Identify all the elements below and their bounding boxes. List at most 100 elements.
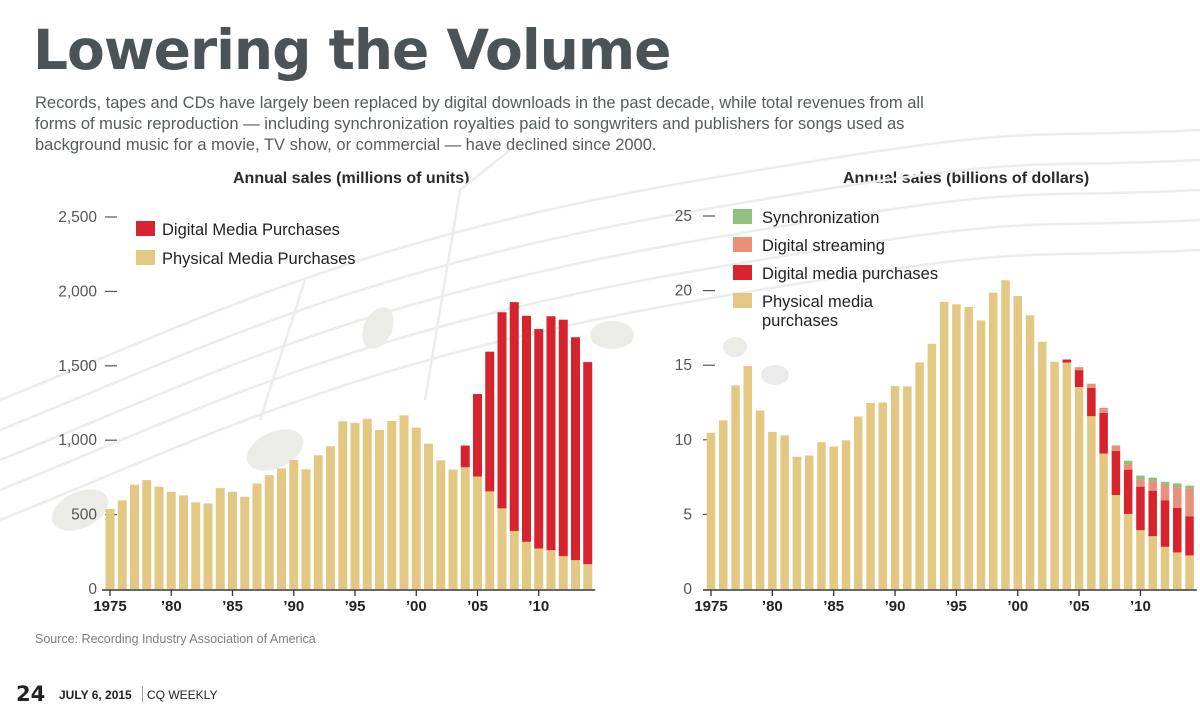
bar-sync-2012 [1160,481,1170,486]
y-tick-label: 0 [683,581,692,598]
bar-physical-1976 [117,500,127,589]
publication-name: CQ WEEKLY [147,688,218,702]
y-tick-label: 10 [675,432,693,449]
bar-physical-1993 [927,343,937,589]
legend-swatch-digital [733,265,752,280]
bar-physical-1986 [240,496,250,589]
bar-physical-2010 [534,548,544,589]
bar-physical-2013 [571,560,580,589]
bar-physical-1980 [166,491,176,589]
bar-physical-2003 [448,469,458,589]
x-tick-label: ’85 [823,598,844,615]
bar-physical-2001 [1025,315,1035,589]
bar-physical-1990 [289,459,299,589]
left-chart-title: Annual sales (millions of units) [233,170,470,187]
bar-digital-2010 [1136,486,1145,531]
x-tick-label: 1975 [93,598,126,615]
bar-physical-1987 [853,416,863,589]
bar-physical-2001 [424,443,433,589]
bar-physical-1978 [142,480,152,589]
x-tick-label: ’10 [528,598,549,615]
y-tick-label: 1,000 [58,432,97,449]
bar-physical-2002 [436,460,446,589]
bar-physical-2003 [1050,361,1059,589]
legend-swatch-physical [136,250,155,265]
bar-streaming-2005 [1074,367,1084,371]
x-tick-label: ’85 [222,598,243,615]
bar-physical-1976 [719,420,728,589]
x-tick-label: ’90 [885,598,906,615]
bar-physical-2012 [558,556,568,589]
bar-physical-1992 [915,362,924,589]
bar-physical-1985 [829,446,838,589]
bar-physical-1998 [988,292,998,589]
bar-physical-1998 [387,421,397,589]
bar-sync-2011 [1148,477,1157,482]
bar-physical-2002 [1038,341,1047,589]
bar-physical-2005 [1074,386,1084,589]
legend-label-sync: Synchronization [762,209,879,227]
source-note: Source: Recording Industry Association o… [35,632,316,646]
bar-physical-1993 [326,446,335,589]
bar-physical-2007 [497,508,507,589]
bar-physical-2007 [1099,453,1108,589]
y-tick-label: 5 [683,506,692,523]
bar-streaming-2009 [1123,464,1133,470]
bar-digital-2014 [583,362,593,565]
subtitle: Records, tapes and CDs have largely been… [35,94,924,154]
publication-date: JULY 6, 2015 [59,688,132,702]
bar-digital-2004 [1062,359,1072,363]
bar-sync-2010 [1136,475,1145,480]
bar-physical-1989 [277,468,286,589]
bar-digital-2008 [1111,450,1121,496]
bar-digital-2013 [1173,507,1182,553]
y-tick-label: 20 [675,283,693,300]
bar-physical-2011 [1148,536,1157,589]
legend-label-physical: Physical media purchases [762,293,874,330]
x-tick-label: ’90 [283,598,304,615]
bar-physical-1999 [399,415,409,589]
bar-physical-1981 [179,495,188,589]
bar-physical-2008 [1111,495,1121,589]
legend-label-digital: Digital Media Purchases [162,221,340,239]
bar-physical-1975 [706,432,716,589]
music-staff-background [0,128,1200,522]
bar-physical-1982 [792,456,802,589]
bar-physical-1989 [878,402,888,589]
bar-physical-1988 [264,475,274,589]
bar-digital-2011 [546,316,556,551]
music-notes-background [51,307,789,531]
bar-physical-2006 [485,491,495,589]
bar-digital-2005 [473,394,482,477]
right-chart-title: Annual sales (billions of dollars) [843,170,1090,187]
bar-physical-1994 [338,421,348,589]
bar-physical-2004 [460,467,470,589]
bar-physical-1997 [375,429,384,589]
bar-digital-2012 [558,319,568,557]
x-tick-label: ’10 [1130,598,1151,615]
footer-divider [142,686,143,702]
bar-physical-2011 [546,550,556,589]
bar-streaming-2014 [1185,488,1194,517]
bar-physical-1981 [780,435,789,589]
x-tick-label: ’80 [161,598,182,615]
bar-physical-2013 [1173,552,1182,589]
bar-digital-2006 [1087,387,1096,417]
bar-sync-2013 [1173,483,1182,488]
y-tick-label: 15 [675,357,692,374]
bar-physical-1980 [768,431,777,589]
bar-physical-2000 [411,427,421,589]
bar-streaming-2008 [1111,445,1121,451]
bar-physical-1979 [154,486,164,589]
bar-physical-1975 [105,509,115,589]
bar-physical-1999 [1001,280,1010,589]
bar-physical-1983 [203,503,213,589]
y-tick-label: 2,500 [58,209,97,226]
bar-physical-1987 [252,483,262,589]
x-tick-label: ’95 [946,598,967,615]
y-tick-label: 2,000 [58,283,97,300]
bar-digital-2006 [485,351,495,492]
x-tick-label: ’05 [467,598,488,615]
x-tick-label: ’00 [1007,598,1028,615]
